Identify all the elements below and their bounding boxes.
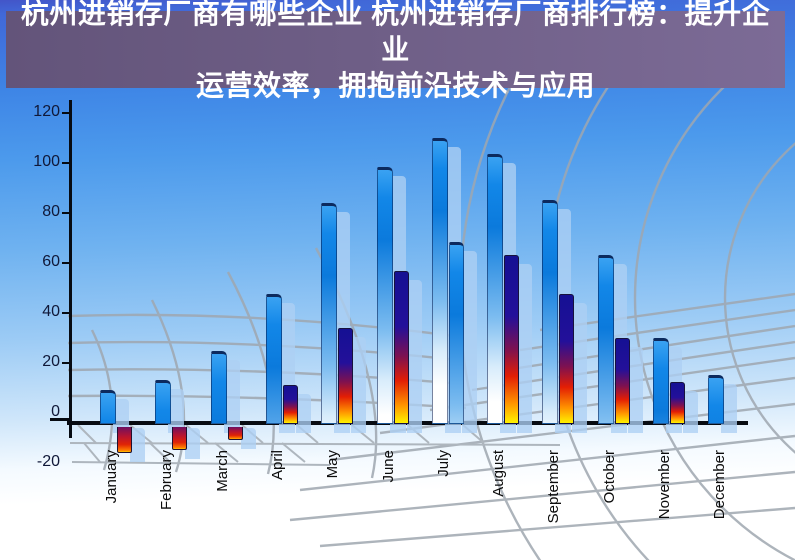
y-tick-label: 80: [42, 203, 60, 220]
bar-primary: [100, 390, 116, 424]
x-category-label: February: [158, 450, 175, 511]
y-axis-line: [69, 100, 72, 438]
bar-secondary: [504, 255, 519, 424]
y-tick-label: 0: [51, 403, 60, 420]
bar-secondary: [338, 328, 353, 424]
bar-primary: [542, 200, 558, 424]
bar-secondary: [615, 338, 630, 424]
x-category-label: November: [656, 450, 673, 520]
y-tick-label: 20: [42, 353, 60, 370]
x-category-label: January: [103, 450, 120, 504]
bar-primary: [211, 351, 227, 424]
y-tick-mark: [50, 418, 72, 421]
y-tick-mark: [62, 312, 70, 314]
page-title: 杭州进销存厂商有哪些企业 杭州进销存厂商排行榜：提升企业 运营效率，拥抱前沿技术…: [20, 0, 771, 101]
chart-area: 120 100 80 60 40 20 0 -20 January February March A…: [0, 88, 795, 560]
bar-shadow: [296, 394, 311, 433]
x-category-label: May: [324, 450, 341, 479]
bar-primary: [487, 154, 503, 424]
bar-shadow: [628, 347, 643, 433]
bar-secondary-negative: [228, 427, 243, 440]
y-tick-mark: [62, 362, 70, 364]
bar-secondary: [283, 385, 298, 424]
bar-primary: [653, 338, 669, 424]
y-tick-label: 40: [42, 303, 60, 320]
bar-shadow: [113, 399, 129, 433]
y-tick-label: 100: [33, 153, 60, 170]
x-category-label: June: [380, 450, 397, 483]
bar-primary: [432, 138, 448, 424]
bar-secondary: [670, 382, 685, 424]
x-category-label: July: [435, 450, 452, 477]
bar-primary: [708, 375, 724, 424]
bar-primary: [377, 167, 393, 424]
bar-secondary-negative: [117, 427, 132, 453]
y-tick-mark: [62, 112, 70, 114]
x-category-label: September: [545, 450, 562, 524]
bar-shadow: [351, 337, 366, 433]
x-category-label: April: [269, 450, 286, 481]
bar-secondary: [449, 242, 464, 424]
bar-secondary-negative: [172, 427, 187, 450]
bar-shadow: [185, 428, 200, 459]
bar-primary: [266, 294, 282, 424]
y-tick-mark: [62, 212, 70, 214]
bar-shadow: [130, 428, 145, 462]
bar-secondary: [559, 294, 574, 424]
bar-shadow: [462, 251, 477, 433]
x-category-label: October: [601, 450, 618, 504]
bar-shadow: [407, 280, 422, 433]
title-banner: 杭州进销存厂商有哪些企业 杭州进销存厂商排行榜：提升企业 运营效率，拥抱前沿技术…: [6, 0, 785, 101]
y-tick-label: -20: [36, 453, 60, 470]
x-category-label: August: [490, 450, 507, 497]
bar-primary: [155, 380, 171, 424]
bar-shadow: [224, 360, 240, 433]
bar-shadow: [168, 389, 184, 433]
y-tick-label: 120: [33, 103, 60, 120]
bar-shadow: [721, 384, 737, 433]
y-tick-mark: [62, 262, 70, 264]
bar-shadow: [683, 391, 698, 433]
x-category-label: December: [711, 450, 728, 520]
bar-shadow: [572, 303, 587, 433]
y-tick-label: 60: [42, 253, 60, 270]
y-tick-mark: [62, 162, 70, 164]
bar-primary: [321, 203, 337, 424]
bar-shadow: [241, 428, 256, 449]
bar-shadow: [517, 264, 532, 433]
bar-primary: [598, 255, 614, 424]
x-category-label: March: [214, 450, 231, 492]
bar-secondary: [394, 271, 409, 424]
